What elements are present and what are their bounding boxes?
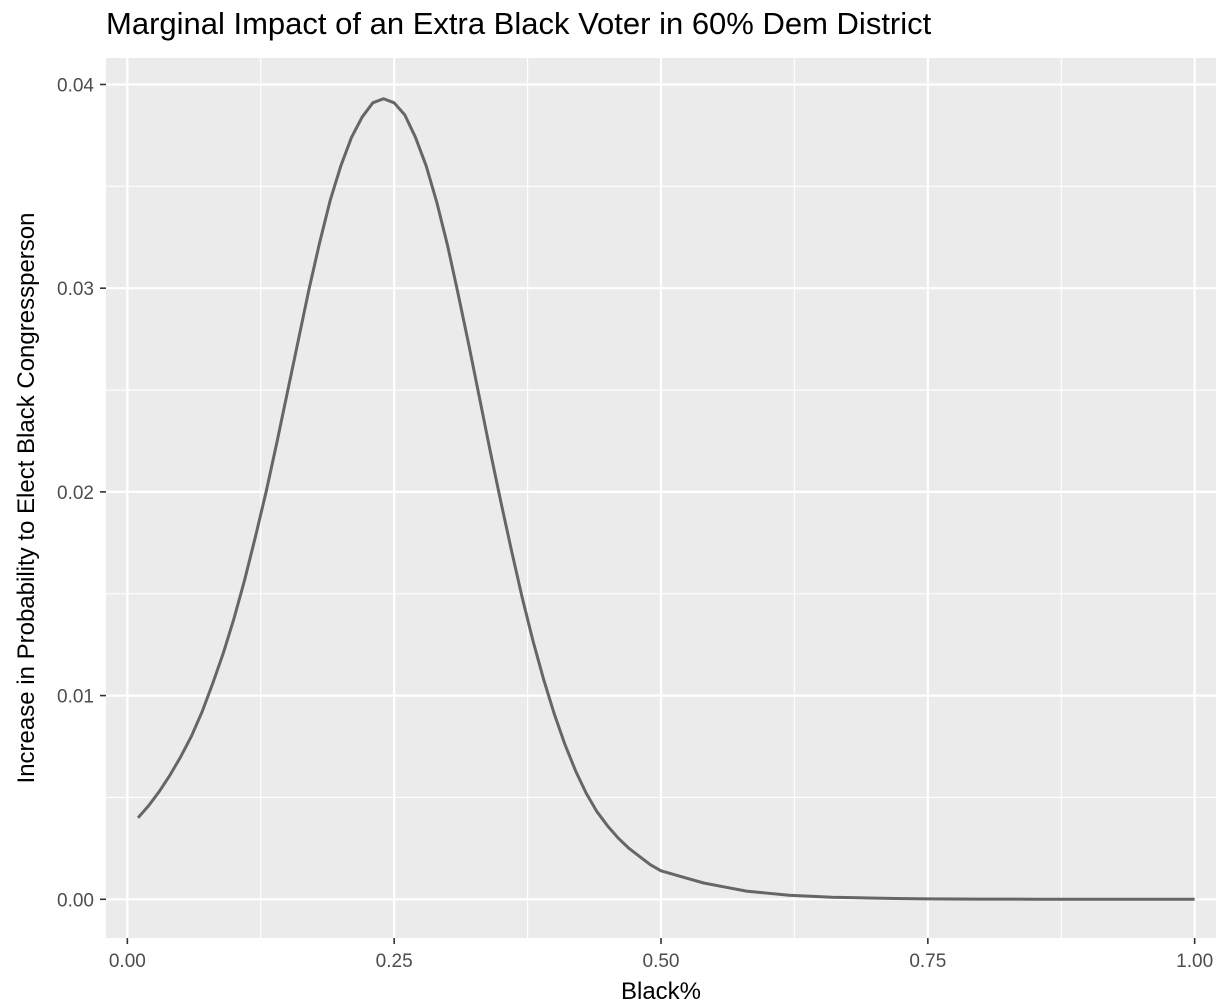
series-line bbox=[136, 97, 1195, 901]
y-axis: 0.00 0.01 0.02 0.03 0.04 bbox=[57, 75, 106, 911]
x-tick-label: 0.50 bbox=[643, 951, 680, 972]
x-tick-label: 1.00 bbox=[1176, 951, 1213, 972]
y-tick-label: 0.02 bbox=[57, 483, 94, 504]
y-tick-label: 0.04 bbox=[57, 75, 94, 96]
y-tick-label: 0.03 bbox=[57, 279, 94, 300]
y-tick-label: 0.01 bbox=[57, 687, 94, 708]
x-tick-label: 0.25 bbox=[376, 951, 413, 972]
x-tick-label: 0.75 bbox=[909, 951, 946, 972]
x-axis: 0.00 0.25 0.50 0.75 1.00 bbox=[109, 938, 1213, 972]
chart-title: Marginal Impact of an Extra Black Voter … bbox=[106, 6, 932, 41]
x-axis-title: Black% bbox=[621, 978, 701, 1005]
x-tick-label: 0.00 bbox=[109, 951, 146, 972]
major-gridlines bbox=[106, 58, 1216, 938]
y-tick-label: 0.00 bbox=[57, 890, 94, 911]
y-axis-title: Increase in Probability to Elect Black C… bbox=[13, 213, 40, 784]
